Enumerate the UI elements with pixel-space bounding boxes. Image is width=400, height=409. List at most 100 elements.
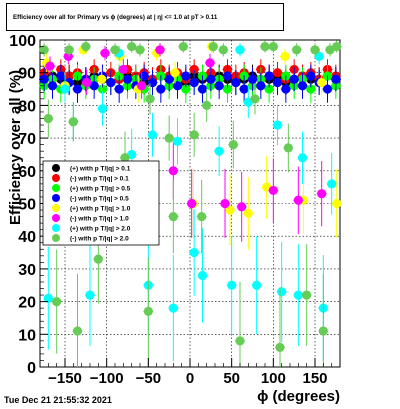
data-point: [327, 179, 337, 189]
data-point: [164, 74, 174, 84]
data-point: [197, 270, 208, 281]
data-point: [155, 45, 165, 55]
x-tick-label: 100: [261, 370, 286, 387]
data-point: [56, 71, 66, 81]
legend-marker: [52, 164, 60, 172]
data-point: [137, 81, 147, 91]
data-point: [205, 58, 215, 68]
legend-entry: (+) with p T/|q| > 0.1: [70, 166, 131, 173]
data-point: [122, 74, 133, 84]
legend-marker: [52, 184, 60, 192]
data-point: [302, 290, 312, 300]
x-tick-label: −100: [90, 370, 124, 387]
y-tick-label: 40: [18, 229, 36, 246]
legend-marker: [52, 204, 60, 212]
data-point: [318, 326, 328, 336]
series-7: [39, 40, 342, 367]
data-point: [214, 81, 224, 91]
data-point: [72, 326, 83, 336]
y-tick-label: 0: [27, 360, 36, 377]
x-tick-label: −150: [48, 370, 82, 387]
data-point: [43, 113, 53, 124]
title-box: Efficiency over all for Primary vs ϕ (de…: [6, 3, 284, 31]
data-point: [260, 41, 270, 52]
y-tick-label: 60: [18, 164, 36, 181]
x-tick-label: −50: [136, 370, 161, 387]
y-axis-label: Efficiency over all (%): [7, 70, 24, 225]
data-point: [127, 41, 137, 52]
data-point: [214, 146, 224, 156]
legend-entry: (+) with p T/|q| > 1.0: [70, 206, 131, 213]
data-point: [82, 77, 92, 88]
legend-box: [42, 160, 160, 246]
data-point: [231, 77, 241, 88]
data-point: [247, 74, 258, 84]
data-point: [289, 74, 299, 84]
data-point: [135, 45, 145, 55]
x-tick-label: 150: [302, 370, 327, 387]
data-point: [164, 133, 174, 143]
legend-entry: (+) with p T/|q| > 0.5: [70, 186, 131, 193]
data-point: [147, 130, 158, 140]
series-3: [39, 64, 341, 103]
data-point: [310, 45, 320, 55]
y-tick-label: 30: [18, 262, 36, 279]
data-point: [237, 202, 247, 212]
legend-marker: [52, 214, 60, 222]
legend-marker: [52, 224, 60, 232]
series-5: [45, 43, 327, 242]
data-point: [225, 205, 235, 215]
data-point: [189, 64, 199, 75]
data-point: [178, 41, 188, 52]
legend: (+) with p T/|q| > 0.1 (-) with p T/|q| >…: [42, 160, 160, 246]
data-point: [100, 48, 110, 58]
data-point: [281, 84, 291, 94]
data-point: [81, 41, 91, 52]
x-tick-label: 0: [186, 370, 194, 387]
data-point: [145, 94, 155, 104]
data-point: [275, 342, 285, 352]
data-point: [227, 280, 237, 290]
legend-entry: (-) with p T/|q| > 0.1: [70, 176, 129, 183]
data-point: [118, 64, 128, 75]
data-point: [114, 84, 124, 94]
data-point: [39, 74, 49, 84]
x-axis-label: ϕ (degrees): [257, 388, 340, 405]
data-point: [172, 136, 183, 146]
data-point: [264, 71, 274, 81]
data-point: [272, 120, 283, 130]
data-point: [39, 45, 49, 55]
data-point: [277, 287, 287, 297]
data-point: [85, 290, 95, 300]
data-point: [272, 77, 283, 88]
data-point: [43, 293, 53, 303]
data-point: [293, 195, 303, 205]
data-point: [143, 306, 153, 317]
data-point: [110, 45, 120, 55]
data-point: [93, 254, 103, 264]
legend-marker: [52, 234, 60, 242]
data-point: [306, 84, 316, 94]
data-point: [47, 81, 58, 91]
data-point: [197, 84, 208, 94]
data-point: [235, 336, 245, 346]
data-point: [52, 297, 62, 307]
y-tick-label: 80: [18, 98, 36, 115]
data-point: [297, 153, 308, 163]
x-axis-ticks: −150 −100 −50 0 50 100 150: [47, 358, 333, 387]
data-point: [139, 71, 149, 81]
data-point: [106, 77, 116, 88]
data-point: [293, 290, 303, 300]
legend-entry: (+) with p T/|q| > 2.0: [70, 226, 131, 233]
y-tick-label: 90: [18, 66, 36, 83]
data-point: [64, 45, 74, 55]
legend-marker: [52, 194, 60, 202]
data-point: [243, 208, 253, 218]
y-tick-label: 50: [18, 197, 36, 214]
data-point: [222, 71, 233, 81]
data-point: [280, 51, 290, 61]
data-point: [317, 189, 327, 199]
y-axis-ticks: 0 10 20 30 40 50 60 70 80 90 100: [9, 33, 48, 377]
data-series: [39, 40, 342, 367]
